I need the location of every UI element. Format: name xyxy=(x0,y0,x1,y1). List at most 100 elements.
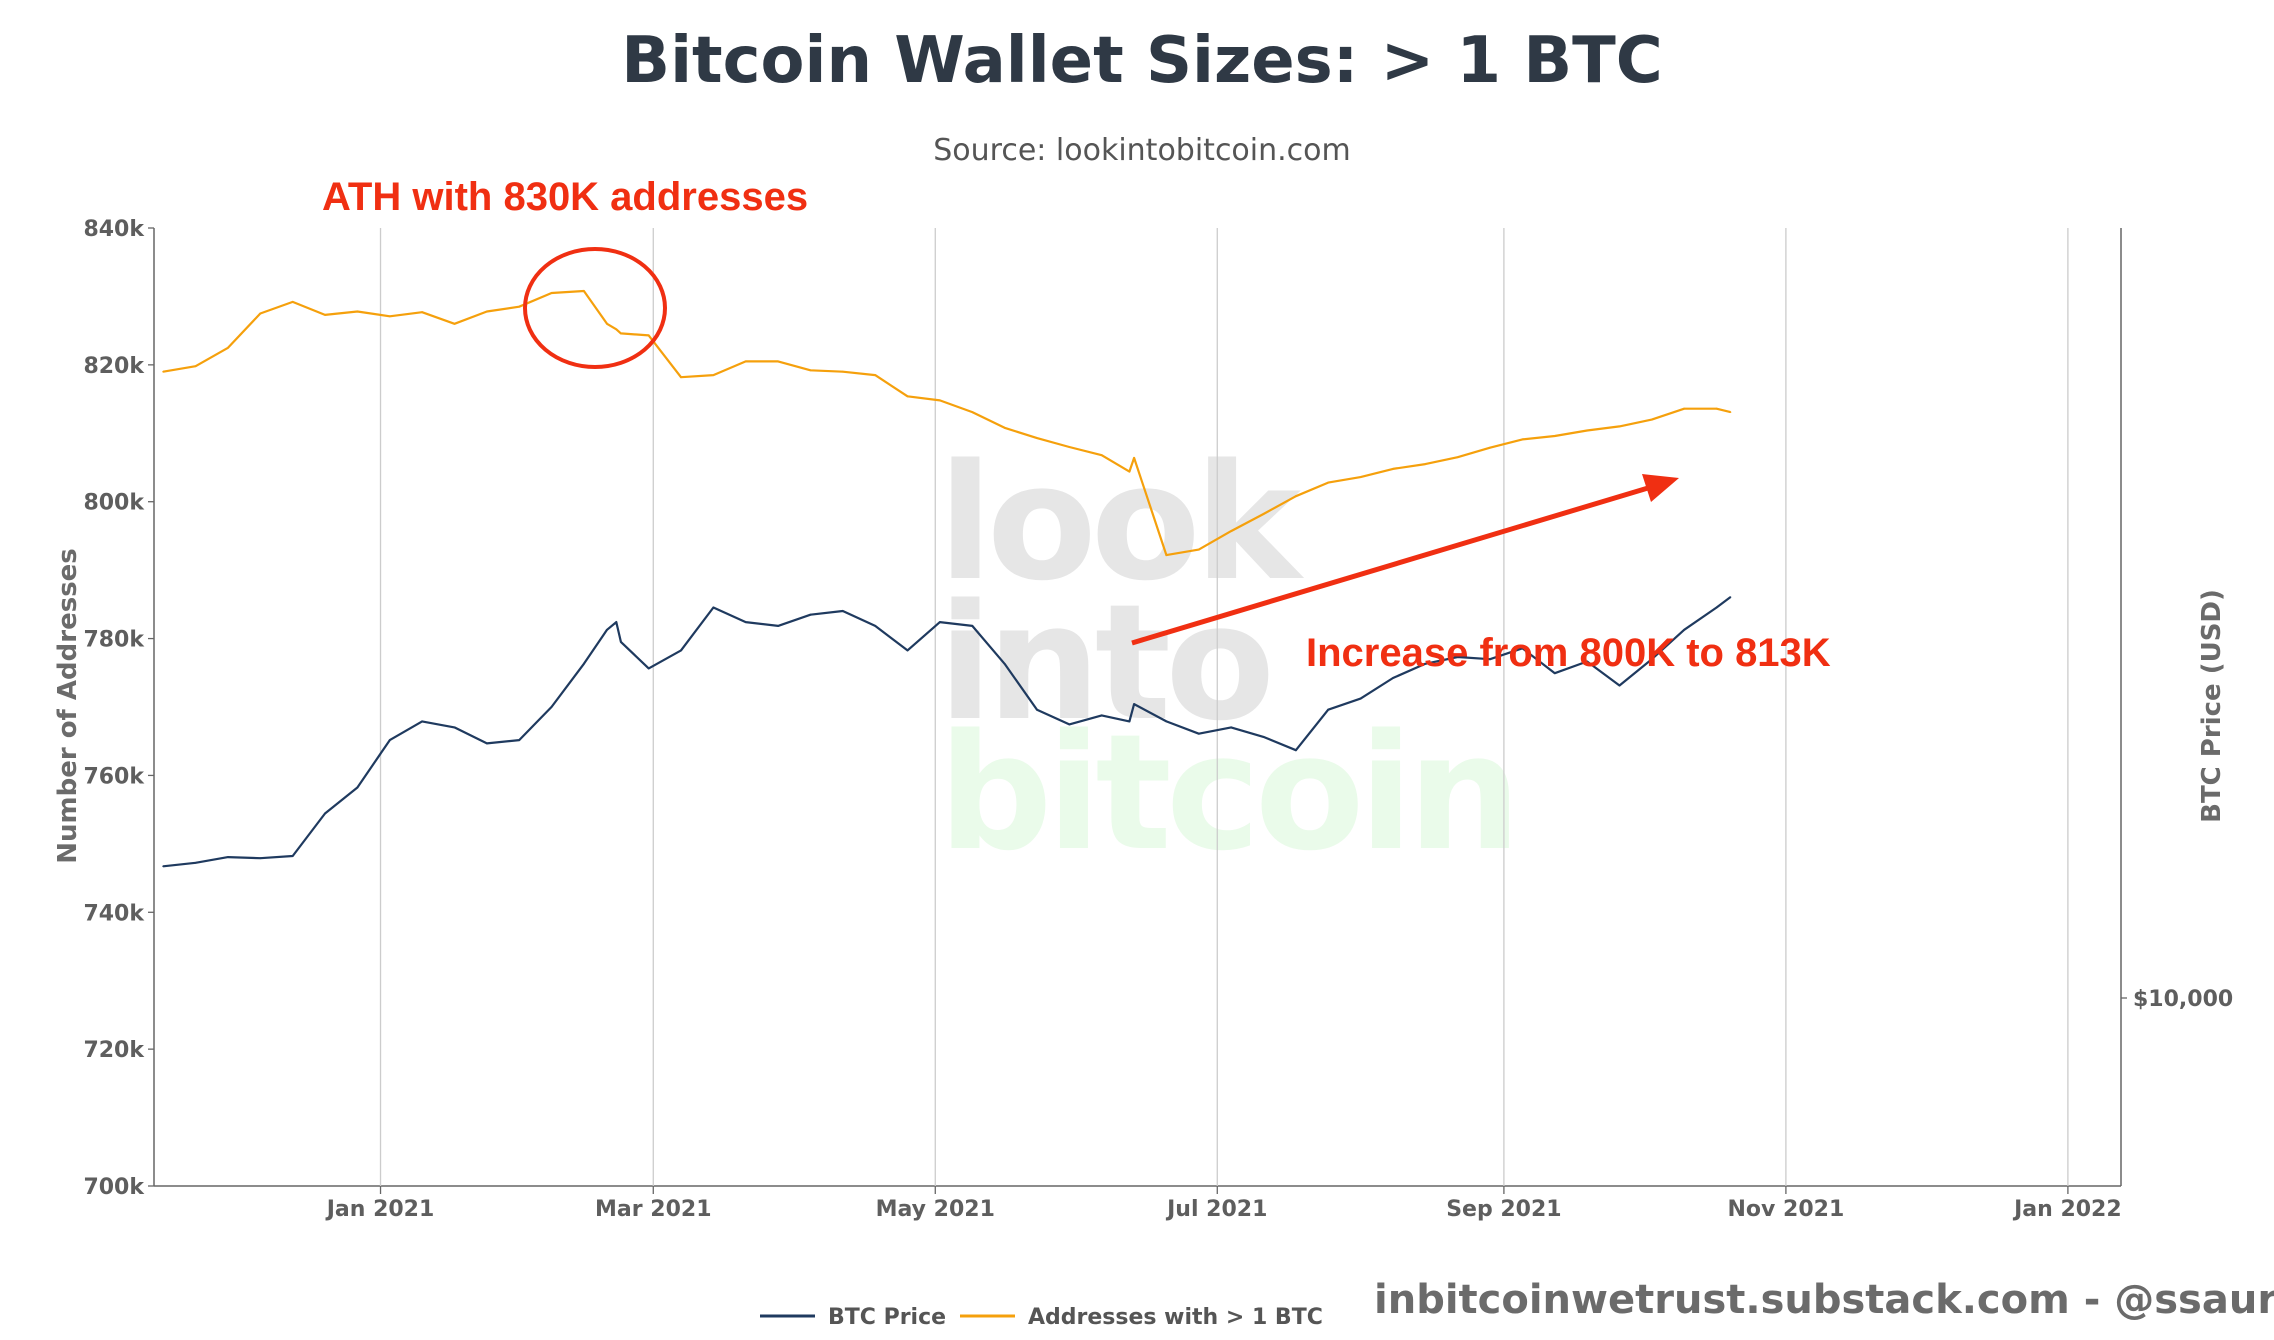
series-line-addresses-point xyxy=(1553,435,1556,437)
series-line-addresses-point xyxy=(1729,411,1732,413)
annotation-increase-arrowhead xyxy=(1642,474,1679,502)
series-line-btc-price-point xyxy=(680,649,682,652)
series-line-btc-price-point xyxy=(1230,726,1232,729)
y2-tick-label: $10,000 xyxy=(2133,987,2233,1012)
series-line-btc-price-point xyxy=(620,641,622,643)
series-line-addresses-point xyxy=(712,374,715,376)
series-line-btc-price-point xyxy=(647,667,650,670)
y-tick-label: 700k xyxy=(83,1175,145,1200)
series-line-btc-price-point xyxy=(1068,723,1071,726)
watermark-bitcoin: bitcoin xyxy=(938,699,1515,886)
series-line-btc-price-point xyxy=(1165,720,1168,723)
gridlines xyxy=(379,228,2069,1186)
series-line-addresses-point xyxy=(841,370,844,373)
series-line-btc-price-point xyxy=(1036,708,1038,711)
series-line-addresses-point xyxy=(583,290,585,292)
y-tick-label: 780k xyxy=(83,628,145,653)
series-line-btc-price-point xyxy=(1521,647,1524,650)
series-line-addresses-point xyxy=(1165,554,1168,556)
series-line-addresses-point xyxy=(1586,429,1588,432)
series-line-btc-price-point xyxy=(1618,684,1621,687)
series-line-btc-price-point xyxy=(162,865,165,868)
series-line-btc-price-point xyxy=(1359,697,1362,700)
series-line-addresses-point xyxy=(1327,481,1330,484)
series-line-btc-price-point xyxy=(1197,732,1200,735)
series-line-addresses-point xyxy=(324,314,326,316)
series-line-btc-price-point xyxy=(356,786,359,789)
watermark: look into bitcoin xyxy=(938,429,1521,886)
series-line-btc-price-point xyxy=(606,628,608,631)
series-line-addresses-point xyxy=(1650,418,1653,421)
series-line-addresses-point xyxy=(227,346,229,349)
series-line-addresses-point xyxy=(615,328,618,331)
series-line-addresses-point xyxy=(421,311,423,314)
series-line-addresses-point xyxy=(620,332,622,335)
legend-label-btc: BTC Price xyxy=(828,1305,946,1330)
series-line-addresses-point xyxy=(1036,437,1038,439)
credit-text: inbitcoinwetrust.substack.com - @ssaurel xyxy=(1374,1277,2274,1323)
series-line-btc-price-point xyxy=(939,621,941,623)
legend: BTC Price Addresses with > 1 BTC xyxy=(760,1305,1323,1330)
plot-area: Jan 2021 Mar 2021 May 2021 Jul 2021 Sep 2021… xyxy=(83,217,2233,1222)
series-line-btc-price-point xyxy=(421,720,423,723)
x-tick-label: Jan 2021 xyxy=(325,1197,435,1222)
series-line-addresses-point xyxy=(1456,456,1459,459)
series-line-addresses-point xyxy=(518,305,521,308)
series-line-addresses-point xyxy=(1424,463,1427,465)
series-line-btc-price-point xyxy=(1003,662,1006,665)
series-line-addresses-point xyxy=(453,322,456,325)
series-line-addresses-point xyxy=(606,322,608,325)
series-line-btc-price-point xyxy=(1327,708,1330,711)
series-line-addresses-point xyxy=(1133,457,1135,459)
x-tick-label: Mar 2021 xyxy=(595,1197,711,1222)
series-line-btc-price-point xyxy=(1586,660,1588,663)
y-tick-label: 840k xyxy=(83,217,145,242)
watermark-into: into xyxy=(938,569,1269,756)
series-line-addresses-point xyxy=(647,334,650,337)
y-tick-label: 740k xyxy=(83,901,145,926)
series-line-btc-price-point xyxy=(1424,662,1427,665)
series-line-addresses-point xyxy=(1683,407,1686,410)
series-line-addresses-point xyxy=(1392,468,1394,470)
series-line-btc-price-point xyxy=(1133,703,1135,705)
series-line-btc-price-point xyxy=(227,856,229,858)
annotation-increase-arrow-shaft xyxy=(1131,485,1649,646)
series-line-btc-price-point xyxy=(1715,606,1718,609)
x-tick-label: May 2021 xyxy=(876,1197,995,1222)
y-tick-label: 800k xyxy=(83,491,145,516)
series-line-btc-price-point xyxy=(388,739,391,741)
annotation-increase-text: Increase from 800K to 813K xyxy=(1306,631,1831,675)
y-axis-ticks: 700k 720k 740k 760k 780k 800k 820k 840k xyxy=(83,217,154,1200)
series-line-addresses-point xyxy=(1618,425,1621,428)
series-line-btc-price-point xyxy=(583,662,585,665)
series-line-addresses-point xyxy=(1489,446,1491,449)
chart-subtitle: Source: lookintobitcoin.com xyxy=(933,133,1351,168)
series-line-btc-price-point xyxy=(324,812,326,815)
series-line-btc-price-point xyxy=(777,625,779,627)
series-line-btc-price-point xyxy=(518,739,521,741)
series-line-addresses-point xyxy=(744,360,747,363)
y-tick-label: 760k xyxy=(83,764,145,789)
y-tick-label: 820k xyxy=(83,354,145,379)
x-tick-label: Nov 2021 xyxy=(1728,1197,1845,1222)
series-line-addresses-point xyxy=(259,312,262,315)
series-line-addresses-point xyxy=(971,411,974,413)
series-line-btc-price-point xyxy=(1456,656,1459,658)
series-line-addresses-point xyxy=(1197,548,1200,551)
series-line-btc-price-point xyxy=(744,621,747,623)
series-line-btc-price-point xyxy=(712,606,715,609)
series-line-btc-price-point xyxy=(1262,736,1265,738)
series-line-addresses-point xyxy=(1100,454,1103,457)
series-line-btc-price-point xyxy=(1489,658,1491,661)
series-line-addresses-point xyxy=(777,360,779,363)
series-line-btc-price-point xyxy=(1683,628,1686,631)
series-line-addresses-point xyxy=(1003,426,1006,429)
series-line-btc-price-point xyxy=(841,610,844,612)
series-line-btc-price-point xyxy=(486,742,488,745)
series-line-addresses-point xyxy=(550,292,553,294)
y-axis-title: Number of Addresses xyxy=(53,548,83,864)
series-line-btc-price-point xyxy=(906,649,909,652)
series-line-btc-price-point xyxy=(809,613,812,616)
series-line-addresses-point xyxy=(1230,530,1232,532)
